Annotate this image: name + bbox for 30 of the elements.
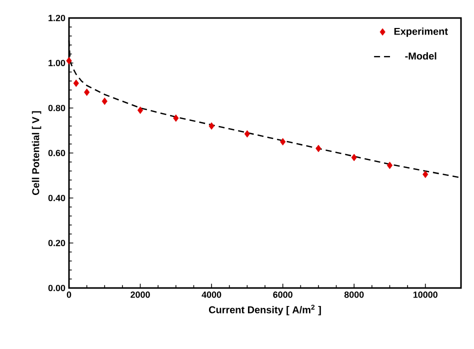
y-axis-title: Cell Potential [ V ]: [32, 111, 42, 195]
point: [351, 154, 357, 162]
y-tick-label: 1.20: [48, 14, 66, 22]
point: [84, 88, 90, 96]
point: [316, 144, 322, 152]
point: [66, 57, 72, 64]
point: [280, 138, 286, 146]
x-tick-label: 6000: [273, 292, 292, 298]
x-tick-label: 10000: [413, 292, 438, 298]
x-tick-label: 4000: [202, 292, 222, 298]
x-tick-label: 8000: [344, 292, 364, 298]
point: [386, 162, 393, 170]
y-tick-label: 0.20: [48, 240, 66, 246]
legend-label: -Model: [405, 52, 436, 60]
y-tick-label: 0.00: [48, 284, 66, 292]
y-tick-label: 0.40: [48, 194, 66, 202]
point: [173, 114, 179, 122]
x-tick-label: 0: [66, 292, 72, 298]
y-tick-label: 0.60: [48, 150, 66, 156]
point: [422, 170, 428, 178]
point: [137, 106, 144, 114]
y-tick-label: 1.00: [48, 60, 66, 66]
y-tick-label: 0.80: [48, 104, 66, 112]
x-axis-title: Current Density [ A/m$^{2}$ ]: [208, 304, 321, 316]
point: [102, 98, 108, 105]
point: [208, 122, 214, 130]
point: [73, 80, 79, 87]
point: [244, 130, 250, 138]
x-tick-label: 2000: [130, 292, 150, 298]
legend-label: Experiment: [394, 28, 448, 37]
